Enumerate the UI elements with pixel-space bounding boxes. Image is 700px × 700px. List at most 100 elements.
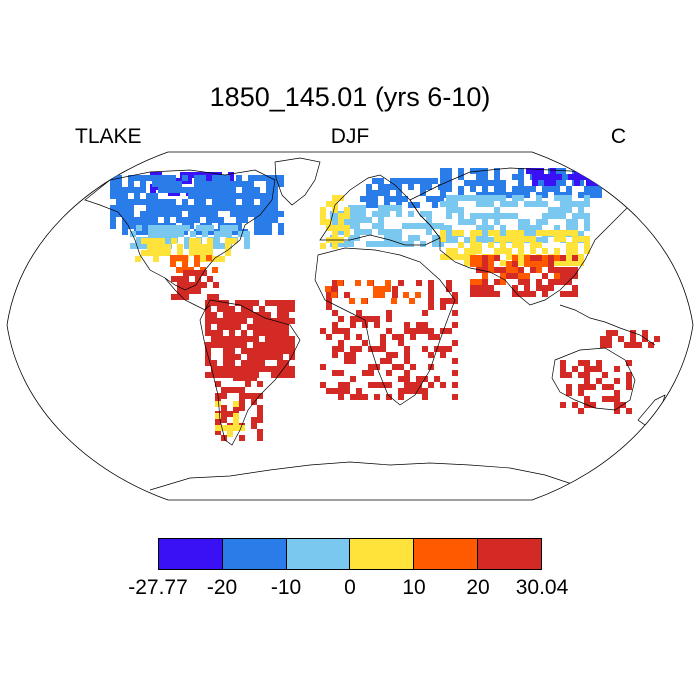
grid-cell xyxy=(530,225,536,231)
grid-cell xyxy=(560,402,566,408)
grid-cell xyxy=(408,184,414,190)
grid-cell xyxy=(544,180,550,186)
grid-cell xyxy=(166,231,172,237)
grid-cell xyxy=(432,196,438,202)
grid-cell xyxy=(266,223,272,229)
grid-cell xyxy=(247,360,253,366)
grid-cell xyxy=(348,205,354,211)
grid-cell xyxy=(152,211,158,217)
grid-cell xyxy=(542,230,548,236)
grid-cell xyxy=(208,225,214,231)
grid-cell xyxy=(446,328,452,334)
grid-cell xyxy=(182,255,188,261)
grid-cell xyxy=(428,298,434,304)
grid-cell xyxy=(542,285,548,291)
grid-cell xyxy=(170,261,176,267)
grid-cell xyxy=(211,318,217,324)
grid-cell xyxy=(224,193,230,199)
grid-cell xyxy=(422,322,428,328)
grid-cell xyxy=(482,261,488,267)
grid-cell xyxy=(254,205,260,211)
grid-cell xyxy=(170,255,176,261)
grid-cell xyxy=(283,324,289,330)
grid-cell xyxy=(446,225,452,231)
grid-cell xyxy=(578,192,584,198)
grid-cell xyxy=(470,230,476,236)
grid-cell xyxy=(378,205,384,211)
grid-cell xyxy=(195,270,201,276)
grid-cell xyxy=(440,225,446,231)
grid-cell xyxy=(374,346,380,352)
grid-cell xyxy=(332,231,338,237)
grid-cell xyxy=(206,193,212,199)
grid-cell xyxy=(524,261,530,267)
grid-cell xyxy=(606,342,612,348)
grid-cell xyxy=(548,261,554,267)
grid-cell xyxy=(283,312,289,318)
grid-cell xyxy=(426,178,432,184)
grid-cell xyxy=(374,316,380,322)
grid-cell xyxy=(482,291,488,297)
grid-cell xyxy=(476,242,482,248)
grid-cell xyxy=(524,201,530,207)
grid-cell xyxy=(572,230,578,236)
grid-cell xyxy=(590,384,596,390)
grid-cell xyxy=(233,419,239,425)
grid-cell xyxy=(259,330,265,336)
coastline-africa xyxy=(314,247,456,406)
grid-cell xyxy=(272,205,278,211)
grid-cell xyxy=(212,217,218,223)
grid-cell xyxy=(494,195,500,201)
grid-cell xyxy=(344,352,350,358)
grid-cell xyxy=(476,237,482,243)
grid-cell xyxy=(207,238,213,244)
grid-cell xyxy=(140,187,146,193)
colorbar-label: -20 xyxy=(206,576,238,599)
grid-cell xyxy=(272,175,278,181)
grid-cell xyxy=(189,250,195,256)
grid-cell xyxy=(350,358,356,364)
grid-cell xyxy=(344,358,350,364)
grid-cell xyxy=(446,168,452,174)
grid-cell xyxy=(182,261,188,267)
grid-cell xyxy=(122,187,128,193)
grid-cell xyxy=(428,286,434,292)
grid-cell xyxy=(152,181,158,187)
grid-cell xyxy=(128,205,134,211)
grid-cell xyxy=(476,291,482,297)
grid-cell xyxy=(590,168,596,174)
grid-cell xyxy=(283,348,289,354)
grid-cell xyxy=(235,324,241,330)
grid-cell xyxy=(211,342,217,348)
grid-cell xyxy=(259,342,265,348)
grid-cell xyxy=(422,394,428,400)
grid-cell xyxy=(147,238,153,244)
grid-cell xyxy=(257,393,263,399)
grid-cell xyxy=(446,174,452,180)
grid-cell xyxy=(464,260,470,266)
grid-cell xyxy=(482,237,488,243)
grid-cell xyxy=(266,199,272,205)
grid-cell xyxy=(392,286,398,292)
grid-cell xyxy=(512,273,518,279)
grid-cell xyxy=(233,405,239,411)
grid-cell xyxy=(464,195,470,201)
grid-cell xyxy=(206,255,212,261)
grid-cell xyxy=(146,211,152,217)
grid-cell xyxy=(332,280,338,286)
season-label: DJF xyxy=(330,125,370,148)
grid-cell xyxy=(277,354,283,360)
grid-cell xyxy=(153,256,159,262)
grid-cell xyxy=(386,382,392,388)
grid-cell xyxy=(440,254,446,260)
grid-cell xyxy=(542,213,548,219)
grid-cell xyxy=(254,229,260,235)
grid-cell xyxy=(207,294,213,300)
grid-cell xyxy=(374,394,380,400)
grid-cell xyxy=(530,261,536,267)
grid-cell xyxy=(578,231,584,237)
grid-cell xyxy=(289,348,295,354)
grid-cell xyxy=(140,175,146,181)
grid-cell xyxy=(188,187,194,193)
grid-cell xyxy=(446,207,452,213)
